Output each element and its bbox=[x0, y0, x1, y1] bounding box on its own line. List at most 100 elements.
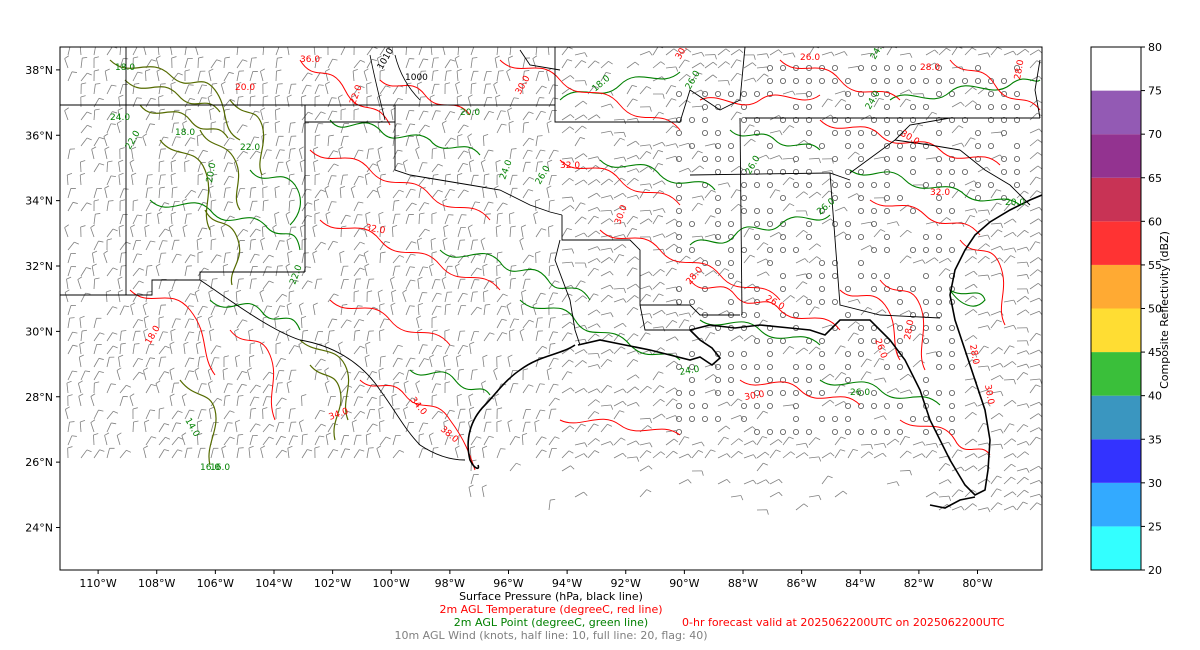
wind-barb-feather bbox=[196, 341, 201, 345]
wind-barb bbox=[158, 253, 162, 264]
wind-barb-feather bbox=[103, 133, 109, 137]
wind-barb-feather bbox=[397, 149, 403, 152]
wind-barb bbox=[990, 229, 999, 238]
lon-tick-label: 110°W bbox=[79, 577, 116, 590]
wind-barb-feather bbox=[484, 173, 490, 176]
wind-barb bbox=[546, 370, 550, 381]
wind-barb-feather bbox=[445, 368, 451, 371]
wind-barb-feather bbox=[81, 82, 87, 85]
wind-barb-feather bbox=[332, 110, 338, 113]
wind-calm-circle bbox=[871, 337, 878, 344]
wind-calm-circle bbox=[910, 324, 917, 331]
wind-barb bbox=[457, 214, 462, 225]
wind-calm-circle bbox=[936, 65, 943, 72]
wind-barb bbox=[691, 195, 702, 199]
wind-barb bbox=[1029, 502, 1038, 511]
wind-barb-feather bbox=[450, 59, 456, 62]
wind-barb-feather bbox=[398, 189, 404, 193]
wind-barb bbox=[454, 448, 459, 459]
wind-barb bbox=[378, 409, 381, 420]
wind-barb-feather bbox=[98, 357, 104, 360]
wind-calm-circle bbox=[754, 389, 761, 396]
wind-barb-feather bbox=[137, 214, 143, 217]
wind-barb-feather bbox=[353, 108, 360, 111]
wind-barb-feather bbox=[649, 183, 653, 189]
wind-calm-circle bbox=[897, 298, 904, 305]
wind-barb bbox=[1016, 229, 1025, 238]
wind-barb bbox=[561, 126, 571, 134]
wind-barb bbox=[496, 202, 504, 212]
wind-calm-circle bbox=[767, 65, 774, 72]
wind-calm-circle bbox=[910, 142, 917, 149]
wind-barb-feather bbox=[157, 211, 163, 215]
wind-barb-feather bbox=[827, 475, 833, 479]
wind-barb-feather bbox=[778, 491, 783, 497]
colorbar-tick-label: 35 bbox=[1148, 433, 1162, 446]
wind-barb bbox=[899, 310, 910, 316]
wind-barb bbox=[548, 253, 552, 264]
wind-barb bbox=[353, 371, 360, 381]
wind-barb-feather bbox=[350, 185, 356, 189]
wind-barb-feather bbox=[433, 447, 439, 449]
wind-barb bbox=[522, 137, 530, 147]
contour-label: 18.0 bbox=[115, 63, 135, 73]
wind-barb-feather bbox=[359, 241, 365, 245]
wind-barb bbox=[704, 449, 712, 459]
wind-barb-feather bbox=[519, 328, 525, 332]
wind-barb-feather bbox=[137, 136, 143, 139]
wind-barb-feather bbox=[840, 436, 846, 440]
wind-barb bbox=[327, 396, 332, 407]
wind-barb-feather bbox=[1012, 491, 1017, 496]
wind-barb bbox=[977, 464, 987, 472]
wind-barb bbox=[964, 438, 974, 446]
wind-barb bbox=[613, 346, 622, 355]
wind-barb-feather bbox=[1036, 190, 1042, 194]
wind-barb bbox=[431, 410, 439, 420]
wind-barb-feather bbox=[171, 56, 177, 59]
wind-barb bbox=[132, 358, 139, 368]
wind-barb bbox=[535, 111, 542, 121]
wind-barb-feather bbox=[688, 143, 692, 148]
wind-barb-feather bbox=[1011, 438, 1017, 442]
wind-barb bbox=[639, 293, 647, 303]
wind-barb bbox=[1029, 310, 1040, 316]
wind-barb-feather bbox=[647, 321, 652, 325]
wind-barb-feather bbox=[1023, 190, 1029, 194]
wind-calm-circle bbox=[728, 259, 735, 266]
wind-barb-feather bbox=[417, 328, 423, 332]
wind-barb-feather bbox=[66, 380, 72, 384]
wind-barb bbox=[483, 332, 490, 342]
wind-barb-feather bbox=[80, 225, 86, 228]
wind-barb-feather bbox=[922, 259, 926, 265]
wind-barb bbox=[210, 254, 217, 264]
wind-barb bbox=[93, 109, 96, 121]
wind-calm-circle bbox=[871, 117, 878, 124]
wind-barb bbox=[93, 240, 99, 251]
wind-barb-feather bbox=[472, 369, 478, 371]
wind-barb bbox=[522, 189, 529, 199]
wind-calm-circle bbox=[884, 246, 891, 253]
wind-barb-feather bbox=[622, 388, 627, 393]
wind-barb bbox=[1016, 424, 1024, 433]
wind-barb bbox=[275, 84, 279, 95]
wind-barb-feather bbox=[410, 253, 416, 256]
wind-barb-feather bbox=[86, 137, 92, 141]
wind-barb bbox=[977, 243, 986, 251]
wind-barb-feather bbox=[169, 341, 175, 345]
wind-barb-feather bbox=[867, 307, 873, 310]
wind-barb-feather bbox=[996, 202, 1002, 205]
wind-barb bbox=[353, 241, 361, 251]
wind-barb bbox=[821, 114, 831, 121]
wind-barb bbox=[547, 162, 550, 173]
colorbar-swatch bbox=[1091, 90, 1141, 135]
wind-barb-feather bbox=[513, 97, 519, 99]
wind-barb bbox=[353, 149, 359, 160]
wind-calm-circle bbox=[910, 311, 917, 318]
wind-barb bbox=[366, 371, 373, 381]
wind-barb bbox=[534, 422, 537, 433]
wind-barb-feather bbox=[86, 202, 92, 205]
wind-barb bbox=[223, 188, 227, 199]
wind-barb-feather bbox=[997, 502, 1003, 506]
wind-barb bbox=[249, 384, 257, 394]
wind-barb bbox=[1029, 218, 1039, 225]
